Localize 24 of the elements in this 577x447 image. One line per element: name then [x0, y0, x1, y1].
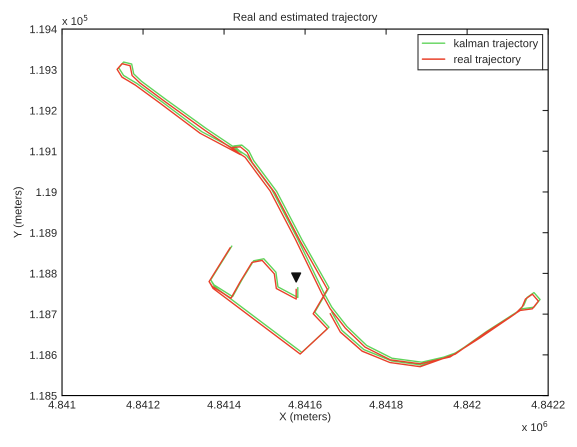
x-tick-label: 4.842 — [453, 400, 480, 409]
legend-label: real trajectory — [454, 54, 521, 66]
y-tick-label: 1.193 — [30, 66, 57, 74]
y-tick-label: 1.194 — [30, 25, 57, 34]
chart-title: Real and estimated trajectory — [234, 12, 378, 24]
y-axis-title: Y (meters) — [13, 187, 24, 238]
text: x 10$^{6}$ — [522, 421, 548, 432]
x-tick-label: 4.8422 — [531, 400, 565, 409]
y-tick-label: 1.19 — [36, 188, 57, 196]
x-tick-label: 4.841 — [48, 400, 76, 409]
y-tick-label: 1.189 — [30, 228, 57, 237]
x-tick-label: 4.8412 — [126, 400, 160, 409]
x-axis-title: X (meters) — [279, 412, 330, 423]
y-tick-label: 1.188 — [30, 270, 57, 278]
y-tick-label: 1.187 — [30, 310, 57, 318]
x-tick-label: 4.8416 — [288, 400, 322, 409]
legend-label: kalman trajectory — [454, 39, 538, 50]
y-tick-label: 1.192 — [30, 106, 57, 115]
x-tick-label: 4.8418 — [369, 400, 403, 409]
x-tick-label: 4.8414 — [207, 400, 241, 409]
y-tick-label: 1.185 — [30, 392, 57, 400]
text: x 10$^{5}$ — [62, 14, 88, 25]
y-tick-label: 1.191 — [30, 148, 57, 156]
y-tick-label: 1.186 — [30, 351, 57, 360]
